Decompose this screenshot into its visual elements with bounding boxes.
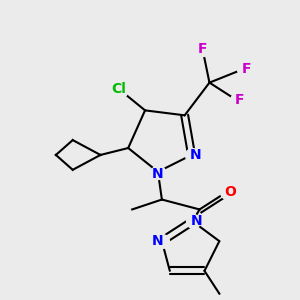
Text: N: N — [191, 214, 203, 228]
Text: O: O — [224, 184, 236, 199]
Text: N: N — [190, 148, 201, 162]
Text: F: F — [242, 62, 251, 76]
Text: Cl: Cl — [111, 82, 126, 96]
Text: F: F — [234, 94, 244, 107]
Text: F: F — [198, 42, 207, 56]
Text: N: N — [152, 234, 164, 248]
Text: N: N — [152, 167, 164, 181]
